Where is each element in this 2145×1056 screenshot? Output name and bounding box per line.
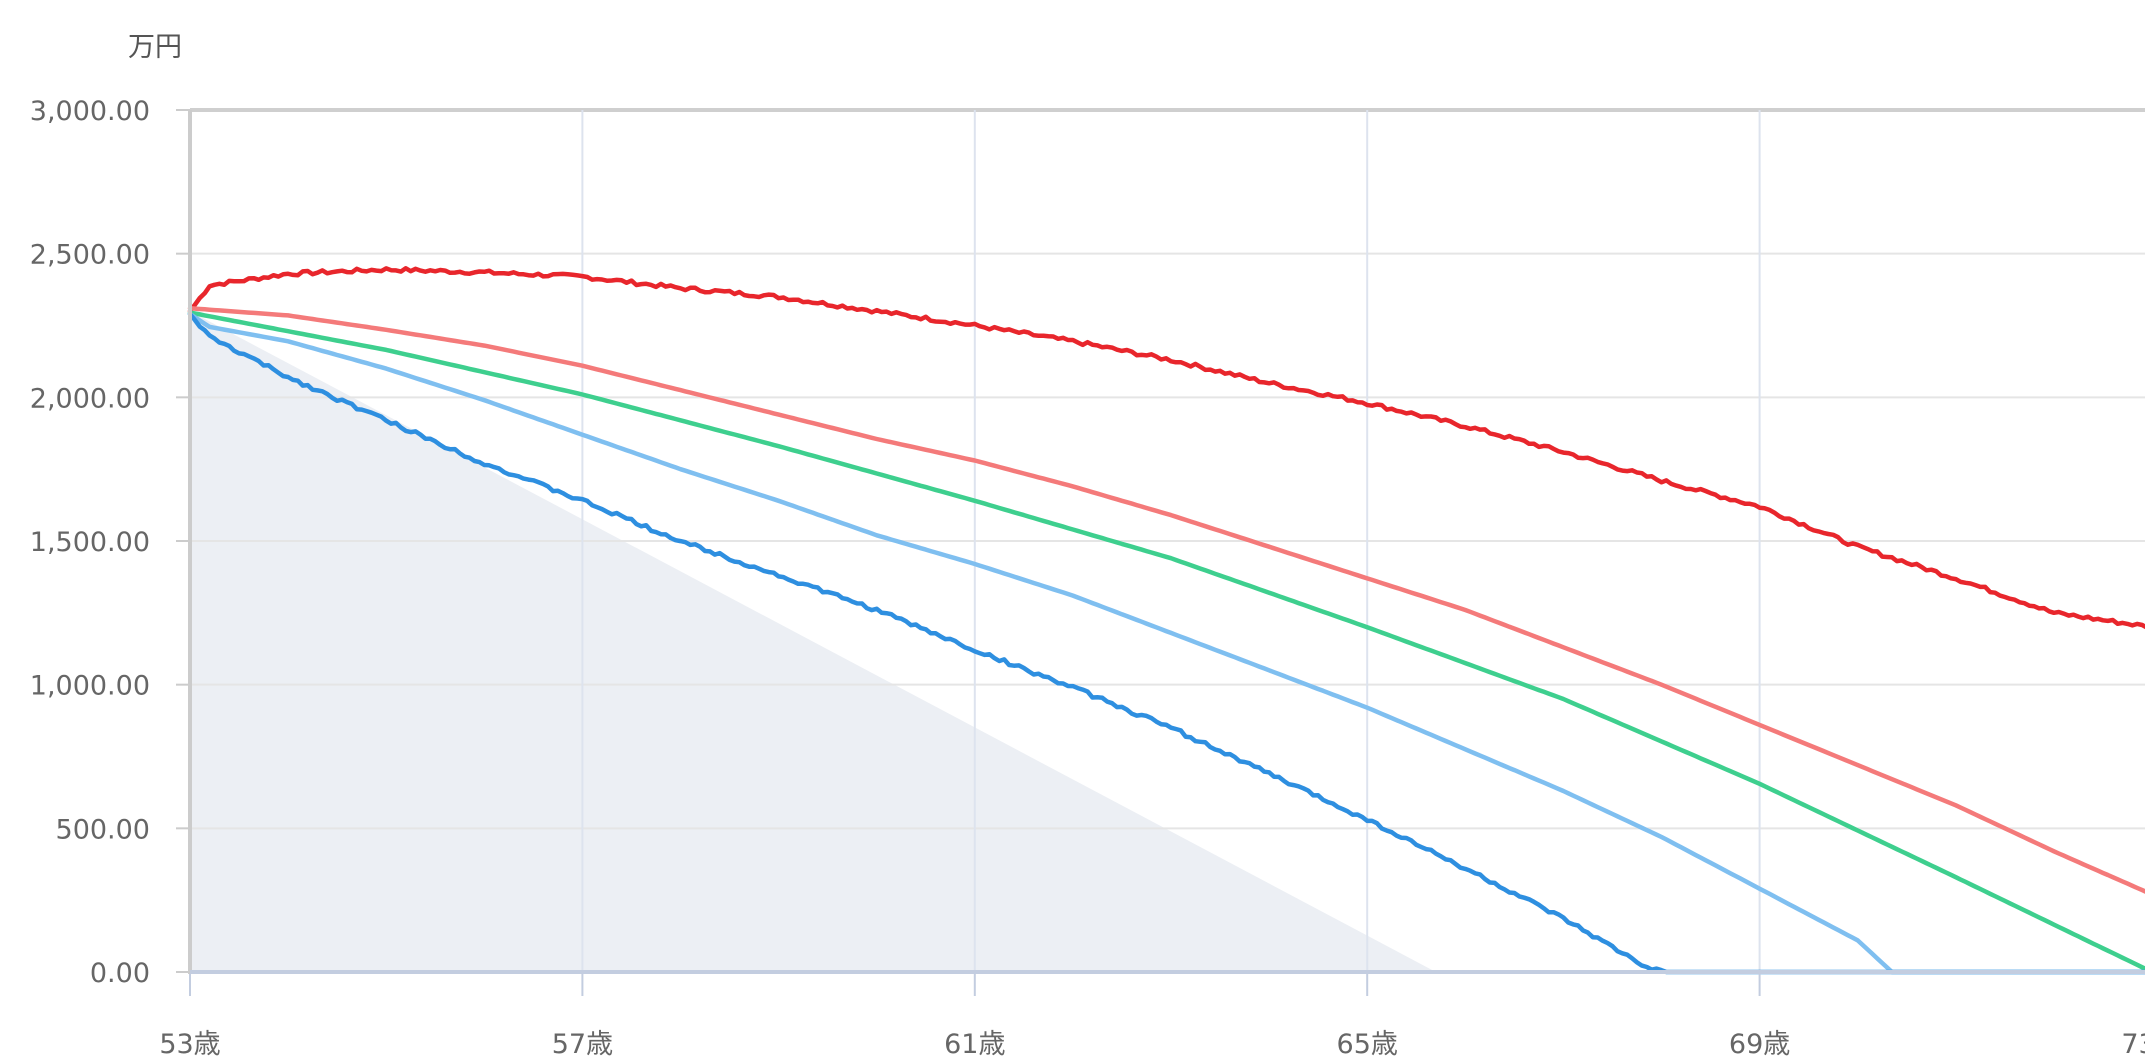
series-line-2 [187, 306, 2145, 894]
y-tick-label: 0.00 [90, 958, 150, 989]
x-tick-label: 69歳 [1729, 1029, 1790, 1056]
y-tick-label: 1,000.00 [30, 671, 150, 702]
y-tick-label: 2,000.00 [30, 383, 150, 414]
x-tick-label: 65歳 [1337, 1029, 1398, 1056]
x-tick-label: 73歳 [2121, 1029, 2145, 1056]
y-unit-label: 万円 [128, 32, 182, 63]
series-line-4 [187, 311, 2145, 975]
grid-layer [190, 108, 2145, 972]
x-tick-label: 57歳 [552, 1029, 613, 1056]
x-tick-label: 53歳 [159, 1029, 220, 1056]
y-tick-label: 2,500.00 [30, 240, 150, 271]
y-tick-label: 500.00 [56, 814, 150, 845]
shaded-area-layer [190, 311, 1436, 973]
x-tick-label: 61歳 [944, 1029, 1005, 1056]
label-layer: 万円 0.00 500.00 1,000.00 1,500.00 2,000.00 2,5… [30, 32, 2145, 1056]
axis-layer [176, 109, 2145, 996]
series-line-3 [187, 310, 2145, 972]
series-line-1 [187, 266, 2145, 630]
y-tick-label: 3,000.00 [30, 96, 150, 127]
y-tick-label: 1,500.00 [30, 527, 150, 558]
shaded-area [190, 311, 1436, 973]
